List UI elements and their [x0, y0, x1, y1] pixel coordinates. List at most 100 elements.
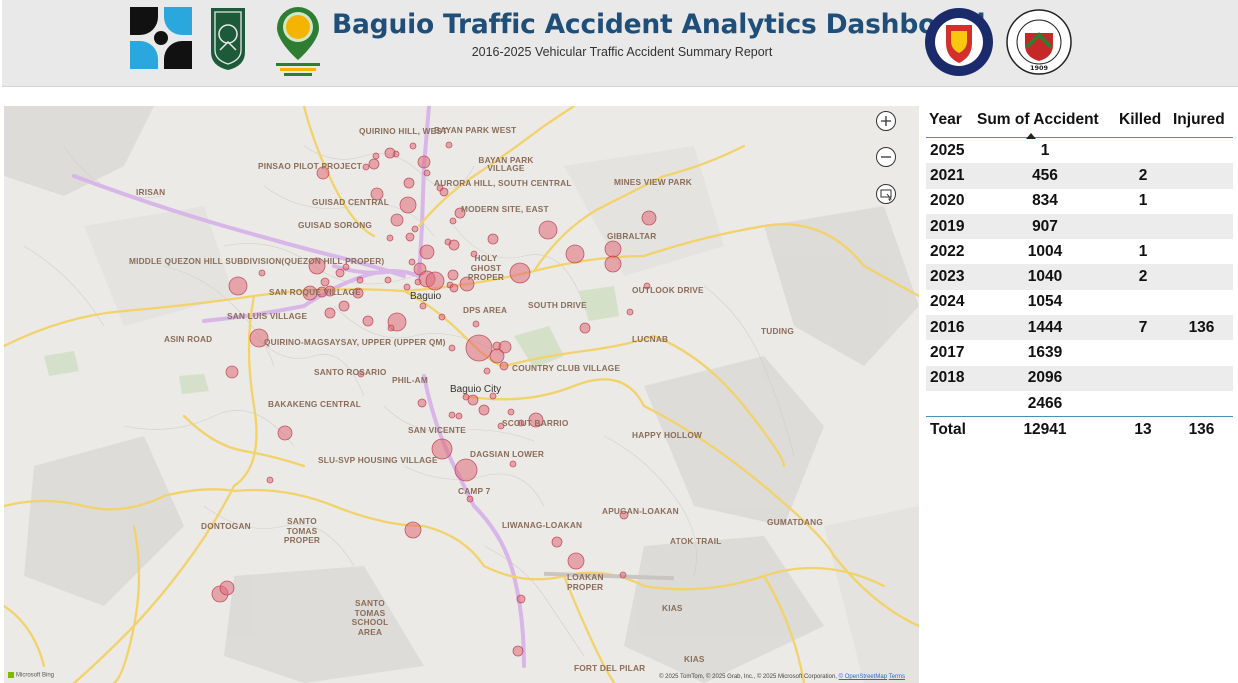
accident-bubble[interactable]	[512, 645, 524, 657]
table-row[interactable]: 2466	[926, 391, 1233, 417]
accident-bubble[interactable]	[403, 177, 415, 189]
accident-bubble[interactable]	[465, 334, 493, 362]
table-row[interactable]: 2023 1040 2	[926, 264, 1233, 290]
accident-bubble[interactable]	[249, 328, 269, 348]
accident-bubble[interactable]	[565, 244, 585, 264]
accident-bubble[interactable]	[423, 169, 431, 177]
accident-bubble[interactable]	[277, 425, 293, 441]
table-row[interactable]: 2018 2096	[926, 365, 1233, 391]
accident-bubble[interactable]	[499, 361, 509, 371]
accident-bubble[interactable]	[619, 571, 627, 579]
accident-bubble[interactable]	[604, 240, 622, 258]
column-header-year[interactable]: Year	[926, 108, 974, 138]
osm-link[interactable]: © OpenStreetMap	[838, 674, 888, 680]
accident-bubble[interactable]	[419, 244, 435, 260]
accident-bubble[interactable]	[335, 268, 345, 278]
accident-bubble[interactable]	[489, 392, 497, 400]
column-header-killed[interactable]: Killed	[1116, 108, 1170, 138]
accident-bubble[interactable]	[509, 460, 517, 468]
accident-bubble[interactable]	[478, 404, 490, 416]
table-row[interactable]: 2017 1639	[926, 340, 1233, 365]
accident-bubble[interactable]	[567, 552, 585, 570]
accident-bubble[interactable]	[362, 163, 370, 171]
accident-bubble[interactable]	[225, 365, 239, 379]
accident-bubble[interactable]	[431, 438, 453, 460]
table-row[interactable]: 2016 1444 7 136	[926, 315, 1233, 341]
accident-bubble[interactable]	[417, 398, 427, 408]
accident-bubble[interactable]	[384, 147, 396, 159]
accident-bubble[interactable]	[467, 394, 479, 406]
accident-bubble[interactable]	[643, 282, 651, 290]
accident-bubble[interactable]	[449, 217, 457, 225]
accident-bubble[interactable]	[551, 536, 563, 548]
accident-bubble[interactable]	[454, 458, 478, 482]
zoom-out-button[interactable]	[876, 147, 896, 167]
accident-bubble[interactable]	[487, 233, 499, 245]
accident-bubble[interactable]	[414, 278, 422, 286]
accident-bubble[interactable]	[466, 495, 474, 503]
table-row[interactable]: 2019 907	[926, 213, 1233, 240]
accident-bubble[interactable]	[324, 307, 336, 319]
column-header-sum-of-accident[interactable]: Sum of Accident	[974, 108, 1116, 139]
accident-bubble[interactable]	[448, 239, 460, 251]
accident-map[interactable]: BAYAN PARK WEST QUIRINO HILL, WEST PINSA…	[4, 106, 919, 683]
column-header-injured[interactable]: Injured	[1170, 108, 1233, 138]
accident-bubble[interactable]	[507, 408, 515, 416]
accident-bubble[interactable]	[308, 257, 326, 275]
accident-bubble[interactable]	[641, 210, 657, 226]
accident-bubble[interactable]	[455, 412, 463, 420]
table-row[interactable]: 2024 1054	[926, 290, 1233, 315]
accident-bubble[interactable]	[368, 158, 380, 170]
accident-bubble[interactable]	[386, 234, 394, 242]
accident-bubble[interactable]	[516, 594, 526, 604]
accident-bubble[interactable]	[439, 187, 449, 197]
accident-bubble[interactable]	[384, 276, 392, 284]
accident-bubble[interactable]	[390, 213, 404, 227]
accident-bubble[interactable]	[438, 313, 446, 321]
accident-bubble[interactable]	[626, 308, 634, 316]
accident-bubble[interactable]	[528, 412, 544, 428]
terms-link[interactable]: Terms	[888, 674, 905, 680]
accident-bubble[interactable]	[517, 419, 525, 427]
table-row[interactable]: 2025 1	[926, 138, 1233, 164]
accident-bubble[interactable]	[405, 232, 415, 242]
accident-bubble[interactable]	[489, 348, 505, 364]
accident-bubble[interactable]	[356, 276, 364, 284]
accident-bubble[interactable]	[483, 367, 491, 375]
accident-bubble[interactable]	[445, 141, 453, 149]
accident-bubble[interactable]	[472, 320, 480, 328]
accident-bubble[interactable]	[579, 322, 591, 334]
accident-bubble[interactable]	[324, 285, 336, 297]
accident-bubble[interactable]	[447, 269, 459, 281]
accident-bubble[interactable]	[404, 521, 422, 539]
accident-bubble[interactable]	[448, 344, 456, 352]
table-row[interactable]: 2022 1004 1	[926, 239, 1233, 264]
accident-bubble[interactable]	[498, 340, 512, 354]
accident-bubble[interactable]	[449, 283, 459, 293]
accident-bubble[interactable]	[370, 187, 384, 201]
accident-bubble[interactable]	[372, 152, 380, 160]
accident-bubble[interactable]	[408, 258, 416, 266]
accident-bubble[interactable]	[604, 255, 622, 273]
accident-bubble[interactable]	[470, 250, 478, 258]
accident-bubble[interactable]	[387, 324, 395, 332]
accident-bubble[interactable]	[425, 271, 445, 291]
accident-bubble[interactable]	[619, 510, 629, 520]
accident-bubble[interactable]	[409, 142, 417, 150]
accident-bubble[interactable]	[352, 287, 364, 299]
accident-bubble[interactable]	[419, 302, 427, 310]
accident-bubble[interactable]	[448, 411, 456, 419]
table-row[interactable]: 2021 456 2	[926, 163, 1233, 189]
accident-bubble[interactable]	[266, 476, 274, 484]
accident-bubble[interactable]	[357, 370, 365, 378]
accident-bubble[interactable]	[316, 166, 330, 180]
table-row[interactable]: 2020 834 1	[926, 189, 1233, 214]
accident-bubble[interactable]	[320, 277, 330, 287]
accident-bubble[interactable]	[459, 276, 475, 292]
zoom-in-button[interactable]	[876, 111, 896, 131]
accident-bubble[interactable]	[454, 207, 466, 219]
accident-bubble[interactable]	[362, 315, 374, 327]
accident-bubble[interactable]	[258, 269, 266, 277]
accident-bubble[interactable]	[417, 155, 431, 169]
accident-bubble[interactable]	[497, 422, 505, 430]
